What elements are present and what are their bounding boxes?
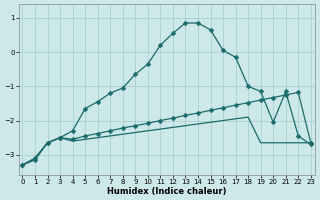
X-axis label: Humidex (Indice chaleur): Humidex (Indice chaleur) bbox=[107, 187, 226, 196]
